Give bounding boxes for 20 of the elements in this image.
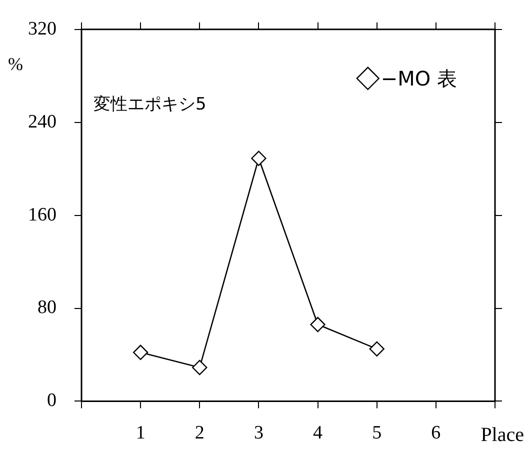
x-tick-label: 1 — [136, 422, 146, 444]
x-axis-title: Place — [480, 424, 524, 446]
x-tick-label: 6 — [431, 422, 441, 444]
y-tick-label: 240 — [28, 111, 56, 132]
y-tick-label: 160 — [28, 204, 56, 226]
x-tick-label: 4 — [313, 422, 324, 444]
y-tick-label: 320 — [28, 18, 56, 40]
point — [251, 150, 266, 166]
point — [192, 360, 208, 376]
point — [310, 316, 326, 332]
y-tick-label: 80 — [38, 297, 56, 318]
x-tick-label: 3 — [254, 422, 264, 444]
legend-label: −MO 表 — [380, 66, 458, 90]
point — [132, 344, 148, 360]
point — [369, 341, 384, 357]
x-tick-label: 5 — [372, 422, 382, 444]
y-axis-title: % — [8, 54, 23, 74]
y-tick-label: 0 — [47, 390, 56, 412]
x-tick-label: 2 — [194, 422, 204, 444]
text: 変性エポキシ5 — [94, 94, 206, 114]
